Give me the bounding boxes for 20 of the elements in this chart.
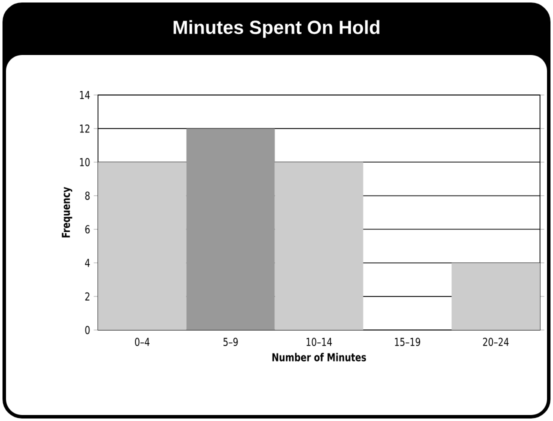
y-tick-label: 14 [80, 91, 90, 99]
x-tick-label: 5–9 [224, 338, 238, 346]
y-tick-label: 10 [80, 158, 90, 166]
bar [274, 162, 364, 330]
y-tick-label: 4 [85, 258, 90, 267]
y-axis-title: Frequency [62, 186, 72, 238]
x-tick-label: 20–24 [483, 338, 509, 346]
bar [452, 262, 540, 330]
y-tick-label: 0 [85, 326, 90, 334]
chart-title: Minutes Spent On Hold [174, 20, 380, 38]
y-tick-label: 12 [80, 124, 90, 133]
y-tick-label: 8 [85, 192, 90, 200]
bar [186, 128, 275, 330]
bar [98, 162, 186, 330]
x-tick-label: 15–19 [395, 338, 420, 346]
y-tick-label: 2 [85, 292, 90, 300]
x-tick-label: 10–14 [306, 338, 332, 346]
y-tick-label: 6 [85, 225, 90, 234]
x-tick-label: 0–4 [135, 338, 150, 346]
x-axis-title: Number of Minutes [272, 352, 366, 362]
